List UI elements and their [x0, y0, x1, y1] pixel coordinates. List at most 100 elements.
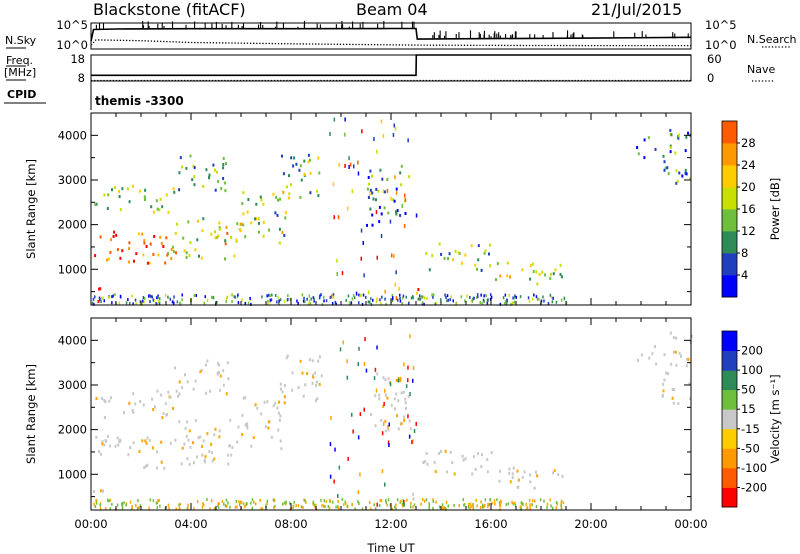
scatter-cell: [172, 250, 175, 253]
scatter-cell: [131, 408, 134, 412]
scatter-cell: [438, 451, 441, 455]
freq-series-line: [91, 54, 691, 77]
scatter-cell: [242, 212, 245, 216]
ground-scatter-cell: [543, 299, 545, 303]
ground-scatter-cell: [445, 500, 448, 504]
scatter-cell: [506, 261, 509, 265]
ground-scatter-cell: [235, 500, 238, 503]
scatter-cell: [178, 380, 181, 384]
ground-scatter-cell: [233, 295, 235, 299]
scatter-cell: [278, 227, 281, 231]
scatter-cell: [480, 268, 483, 272]
scatter-cell: [384, 429, 387, 433]
ground-scatter-cell: [247, 301, 250, 305]
scatter-cell: [208, 176, 210, 180]
scatter-cell: [678, 351, 681, 355]
scatter-cell: [690, 334, 693, 338]
scatter-cell: [104, 439, 107, 442]
scatter-cell: [128, 200, 131, 204]
scatter-cell: [267, 426, 270, 430]
scatter-cell: [110, 396, 112, 400]
ground-scatter-cell: [354, 507, 356, 511]
scatter-cell: [275, 195, 278, 199]
scatter-cell: [227, 377, 230, 381]
scatter-cell: [508, 471, 511, 475]
scatter-cell: [412, 497, 415, 501]
ground-scatter-cell: [274, 294, 277, 297]
ground-scatter-cell: [464, 299, 466, 303]
scatter-cell: [254, 217, 257, 221]
ground-scatter-cell: [267, 299, 269, 303]
ground-scatter-cell: [173, 295, 175, 299]
scatter-cell: [298, 168, 301, 172]
scatter-cell: [484, 249, 487, 253]
scatter-cell: [316, 189, 319, 193]
scatter-cell: [280, 447, 283, 451]
scatter-cell: [184, 426, 187, 430]
range-axis-label: Slant Range [km]: [24, 159, 38, 259]
scatter-cell: [145, 245, 148, 248]
ground-scatter-cell: [106, 498, 109, 502]
scatter-cell: [193, 166, 196, 170]
ground-scatter-cell: [552, 296, 554, 300]
scatter-cell: [376, 372, 379, 376]
freq-right-tick: 0: [707, 71, 714, 85]
ground-scatter-cell: [91, 301, 94, 305]
scatter-cell: [210, 442, 213, 446]
ground-scatter-cell: [482, 298, 485, 302]
noise-cell: [329, 132, 331, 136]
ground-scatter-cell: [111, 301, 113, 305]
noise-cell: [403, 362, 405, 367]
scatter-cell: [374, 394, 377, 398]
scatter-cell: [387, 211, 390, 215]
ground-scatter-cell: [300, 505, 303, 509]
noise-cell: [395, 191, 398, 196]
ground-scatter-cell: [546, 502, 549, 506]
scatter-cell: [393, 199, 396, 203]
range-tick-label: 4000: [58, 128, 87, 142]
scatter-cell: [214, 230, 216, 234]
scatter-cell: [664, 166, 667, 170]
ground-scatter-cell: [127, 298, 129, 302]
ground-scatter-cell: [520, 507, 522, 511]
noise-cell: [407, 414, 409, 419]
ground-scatter-cell: [519, 295, 522, 299]
ground-scatter-cell: [347, 294, 350, 298]
scatter-cell: [139, 400, 142, 403]
ground-scatter-cell: [435, 302, 437, 306]
range-tick-label: 1000: [58, 262, 87, 276]
scatter-cell: [246, 426, 249, 430]
velocity-colorbar-tick-label: -15: [741, 422, 760, 436]
scatter-cell: [434, 470, 437, 474]
ground-scatter-cell: [269, 300, 271, 304]
ground-scatter-cell: [296, 299, 298, 303]
ground-scatter-cell: [410, 505, 412, 509]
scatter-cell: [404, 397, 407, 401]
scatter-cell: [498, 469, 501, 473]
scatter-cell: [144, 188, 147, 192]
ground-scatter-cell: [307, 302, 310, 306]
ground-scatter-cell: [498, 501, 501, 505]
date-label: 21/Jul/2015: [591, 0, 683, 19]
ground-scatter-cell: [475, 498, 477, 502]
time-tick-label: 08:00: [274, 517, 307, 531]
scatter-cell: [531, 262, 534, 266]
scatter-cell: [160, 440, 163, 444]
noise-cell: [353, 164, 355, 169]
noise-cell: [401, 203, 403, 208]
ground-scatter-cell: [329, 499, 331, 503]
ground-scatter-cell: [265, 504, 267, 508]
scatter-cell: [371, 191, 374, 195]
scatter-cell: [290, 183, 293, 187]
ground-scatter-cell: [312, 296, 315, 300]
ground-scatter-cell: [149, 300, 151, 304]
ground-scatter-cell: [368, 501, 371, 505]
ground-scatter-cell: [226, 504, 228, 508]
ground-scatter-cell: [171, 300, 174, 304]
scatter-cell: [246, 210, 249, 214]
scatter-cell: [217, 234, 220, 238]
ground-scatter-cell: [234, 295, 236, 299]
velocity-frame: [90, 317, 692, 511]
scatter-cell: [211, 459, 214, 463]
scatter-cell: [165, 236, 168, 240]
